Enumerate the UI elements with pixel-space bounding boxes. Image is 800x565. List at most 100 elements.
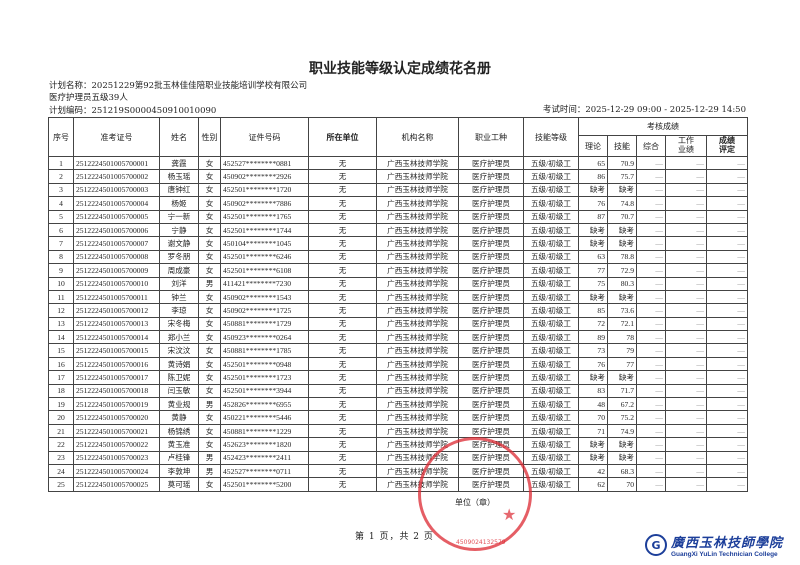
cell-rating: — [706,263,748,278]
cell-unit: 无 [308,249,377,265]
cell-skill: 70 [607,477,637,492]
cell-theory: 73 [578,343,608,358]
cell-unit: 无 [308,155,377,171]
cell-gender: 女 [198,383,221,399]
cell-ticket: 2512224501005700018 [73,383,160,399]
cell-work: — [665,343,707,358]
cell-name: 宋汶汶 [159,343,199,358]
cell-overall: — [636,477,666,492]
cell-unit: 无 [308,450,377,465]
cell-theory: 缺考 [578,289,608,305]
cell-work: — [665,356,707,372]
cell-ticket: 2512224501005700015 [73,343,160,358]
cell-unit: 无 [308,477,377,492]
table-row: 25 2512224501005700025 莫可瑶女 452501********5… [48,477,748,492]
score-table: 序号 准考证号 姓名 性别 证件号码 所在单位 机构名称 职业工种 技能等级 考… [48,117,748,492]
cell-gender: 女 [198,423,221,439]
cell-skill: 缺考 [607,370,637,385]
cell-rating: — [706,370,748,385]
cell-skill: 71.7 [607,383,637,399]
header-job: 职业工种 [458,117,524,157]
cell-overall: — [636,209,666,224]
cell-skill: 68.3 [607,463,637,479]
cell-ticket: 2512224501005700014 [73,330,160,345]
header-name: 姓名 [159,117,199,157]
cell-gender: 女 [198,437,221,452]
cell-level: 五级/初级工 [523,236,579,251]
cell-name: 卢桂锋 [159,450,199,465]
cell-job: 医疗护理员 [458,276,524,291]
cell-level: 五级/初级工 [523,330,579,345]
cell-gender: 女 [198,370,221,385]
table-row: 22 2512224501005700022 黄玉准女 452623********1… [48,437,748,452]
header-org: 机构名称 [376,117,459,157]
cell-org: 广西玉林技师学院 [376,196,459,211]
cell-org: 广西玉林技师学院 [376,356,459,372]
cell-id: 450902********7886 [220,196,309,211]
cell-theory: 87 [578,209,608,224]
cell-id: 450881********1729 [220,316,309,332]
cell-unit: 无 [308,182,377,198]
cell-gender: 男 [198,276,221,291]
table-row: 19 2512224501005700019 黄业规男 452826********6… [48,397,748,412]
table-row: 20 2512224501005700020 黄静女 450221********54… [48,410,748,425]
table-row: 5 2512224501005700005 宁一新女 452501********17… [48,209,748,224]
header-gender: 性别 [198,117,221,157]
cell-name: 李琼 [159,303,199,318]
cell-level: 五级/初级工 [523,155,579,171]
cell-gender: 女 [198,222,221,238]
table-row: 12 2512224501005700012 李琼女 450902********17… [48,303,748,318]
cell-unit: 无 [308,196,377,211]
cell-id: 452501********6108 [220,263,309,278]
cell-skill: 77 [607,356,637,372]
cell-ticket: 2512224501005700016 [73,356,160,372]
cell-name: 钟兰 [159,289,199,305]
cell-job: 医疗护理员 [458,397,524,412]
cell-theory: 75 [578,276,608,291]
cell-level: 五级/初级工 [523,370,579,385]
cell-gender: 女 [198,303,221,318]
cell-unit: 无 [308,209,377,224]
cell-skill: 75.2 [607,410,637,425]
cell-name: 郑小兰 [159,330,199,345]
cell-skill: 79 [607,343,637,358]
cell-work: — [665,316,707,332]
cell-unit: 无 [308,383,377,399]
table-row: 17 2512224501005700017 陈卫妮女 452501********1… [48,370,748,385]
cell-theory: 83 [578,383,608,399]
cell-work: — [665,477,707,492]
cell-seq: 23 [48,450,74,465]
cell-name: 莫可瑶 [159,477,199,492]
cell-work: — [665,155,707,171]
cell-rating: — [706,343,748,358]
cell-ticket: 2512224501005700012 [73,303,160,318]
cell-seq: 15 [48,343,74,358]
table-row: 3 2512224501005700003 唐钟红女 452501********17… [48,182,748,198]
cell-id: 452501********6246 [220,249,309,265]
cell-theory: 48 [578,397,608,412]
cell-org: 广西玉林技师学院 [376,303,459,318]
cell-id: 452527********0711 [220,463,309,479]
cell-seq: 24 [48,463,74,479]
cell-level: 五级/初级工 [523,356,579,372]
cell-theory: 85 [578,303,608,318]
cell-rating: — [706,236,748,251]
cell-name: 罗冬朋 [159,249,199,265]
cell-ticket: 2512224501005700006 [73,222,160,238]
cell-name: 闫玉敏 [159,383,199,399]
cell-rating: — [706,249,748,265]
cell-theory: 76 [578,356,608,372]
cell-unit: 无 [308,236,377,251]
cell-seq: 17 [48,370,74,385]
cell-id: 452501********0948 [220,356,309,372]
exam-time: 考试时间：2025-12-29 09:00 - 2025-12-29 14:50 [542,105,746,115]
table-row: 13 2512224501005700013 宋冬梅女 450881********1… [48,316,748,332]
cell-overall: — [636,303,666,318]
cell-overall: — [636,316,666,332]
cell-rating: — [706,289,748,305]
cell-seq: 16 [48,356,74,372]
cell-id: 452501********1765 [220,209,309,224]
cell-overall: — [636,236,666,251]
cell-ticket: 2512224501005700009 [73,263,160,278]
cell-job: 医疗护理员 [458,182,524,198]
